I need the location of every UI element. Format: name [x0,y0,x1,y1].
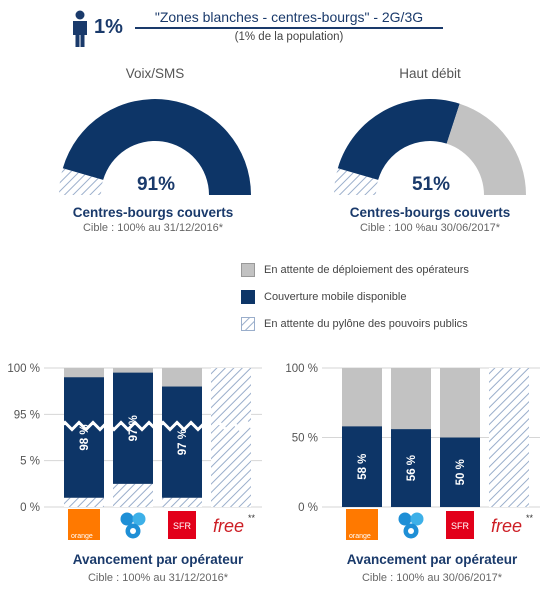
page-title: "Zones blanches - centres-bourgs" - 2G/3… [135,9,443,29]
axis-break-zigzag [42,420,270,432]
y-tick-label: 95 % [14,409,40,421]
y-tick-label: 5 % [20,456,40,468]
donut-voix-target: Cible : 100% au 31/12/2016* [82,222,224,234]
legend-item-pending-public: En attente du pylône des pouvoirs public… [241,316,468,332]
donut-voix-title: Voix/SMS [125,66,185,81]
logo-label: orange [71,533,93,540]
donut-hd-title: Haut débit [399,66,461,81]
population-percent: 1% [94,16,123,38]
donut-segment-coverage [337,99,460,180]
logo-label: SFR [451,521,470,531]
bar-segment-coverage [162,386,202,498]
bar-segment-pending-public [64,497,104,507]
donut-hd-percent: 51% [411,174,451,195]
y-tick-label: 50 % [292,433,318,445]
logo-free-icon: free ** [491,513,534,536]
donut-voix-sms [59,99,252,195]
bar-segment-coverage [391,429,431,507]
y-tick-label: 0 % [298,502,318,514]
bar-chart-haut-debit: 100 % 50 % 0 % 58 % orange 56 % 50 % SFR free ** [285,363,540,540]
donut-voix-percent: 91% [136,174,176,195]
page-subtitle: (1% de la population) [234,31,344,43]
legend-item-coverage: Couverture mobile disponible [241,289,406,305]
bar-voix-title: Avancement par opérateur [72,552,244,567]
y-tick-label: 100 % [285,363,318,375]
bar-segment-coverage [342,426,382,507]
bar-value-label: 50 % [455,459,467,485]
bar-segment-pending-public [113,483,153,507]
bar-segment-coverage [440,437,480,507]
bar-hd-title: Avancement par opérateur [346,552,518,567]
logo-bouygues-icon [398,512,424,539]
logo-orange-icon: orange [346,509,378,540]
donut-haut-debit [334,99,526,195]
logo-orange-icon: orange [68,509,100,540]
bar-segment-pending-public [489,368,529,507]
logo-suffix: ** [248,513,256,523]
logo-free-icon: free ** [213,513,256,536]
bar-value-label: 97 % [128,415,140,441]
bar-segment-coverage [113,372,153,484]
bar-value-label: 56 % [406,455,418,481]
bar-voix-subtitle: Cible : 100% au 31/12/2016* [87,572,229,584]
legend-label: En attente du pylône des pouvoirs public… [264,318,468,330]
legend-swatch-navy [241,290,255,304]
bar-segment-pending-public [211,368,251,507]
logo-label: orange [349,533,371,540]
donut-hd-target: Cible : 100 %au 30/06/2017* [359,222,501,234]
donut-segment-pending-public [334,168,379,195]
logo-sfr-icon: SFR [168,511,196,539]
legend-label: En attente de déploiement des opérateurs [264,264,469,276]
bar-segment-coverage [64,377,104,498]
legend-label: Couverture mobile disponible [264,291,407,303]
logo-bouygues-icon [120,512,146,539]
donut-segment-coverage [62,99,252,195]
donut-voix-coverage-label: Centres-bourgs couverts [72,205,234,220]
bar-value-label: 98 % [79,424,91,450]
donut-segment-pending-public [59,168,104,195]
bar-value-label: 58 % [357,454,369,480]
legend-item-pending-operators: En attente de déploiement des opérateurs [241,262,469,278]
legend-swatch-gray [241,263,255,277]
bar-chart-voix-sms: 100 % 95 % 5 % 0 % 98 % orange 97 % 97 % SFR free… [7,363,270,540]
person-icon [73,10,87,47]
bar-hd-subtitle: Cible : 100% au 30/06/2017* [361,572,503,584]
legend-swatch-hatch [241,317,255,331]
logo-label: free [491,516,522,536]
y-tick-label: 100 % [7,363,40,375]
logo-label: free [213,516,244,536]
donut-segment-pending-operators [446,103,526,195]
bar-segment-pending-public [162,497,202,507]
logo-suffix: ** [526,513,534,523]
bar-value-label: 97 % [177,429,189,455]
donut-hd-coverage-label: Centres-bourgs couverts [349,205,511,220]
logo-sfr-icon: SFR [446,511,474,539]
logo-label: SFR [173,521,192,531]
y-tick-label: 0 % [20,502,40,514]
